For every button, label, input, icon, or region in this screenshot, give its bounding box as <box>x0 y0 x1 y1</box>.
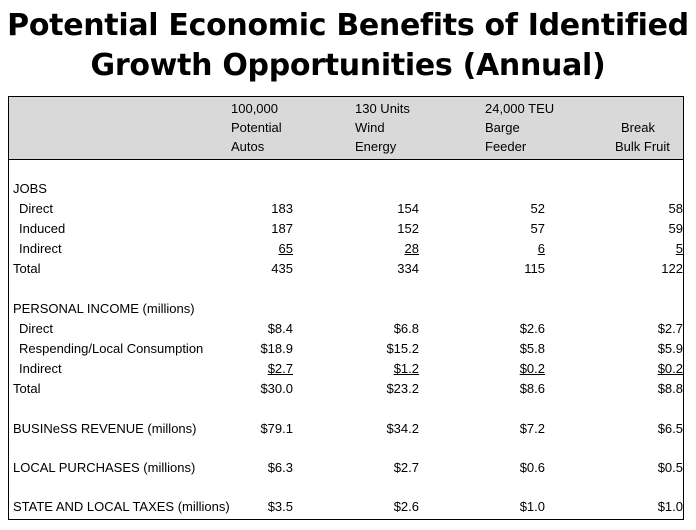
table-row: Direct 183 154 52 58 <box>9 199 683 219</box>
row-label: STATE AND LOCAL TAXES (millions) <box>13 499 230 514</box>
row-label: Total <box>13 261 41 276</box>
page-title: Potential Economic Benefits of Identifie… <box>0 6 696 86</box>
row-label: BUSINeSS REVENUE (millons) <box>13 421 197 436</box>
table-row: BUSINeSS REVENUE (millons) $79.1 $34.2 $… <box>9 419 683 439</box>
cell-value: $3.5 <box>267 499 293 514</box>
row-label: JOBS <box>13 181 47 196</box>
table-row: Induced 187 152 57 59 <box>9 219 683 239</box>
row-label: Total <box>13 381 41 396</box>
cell-value: $30.0 <box>260 381 293 396</box>
cell-value: 435 <box>271 261 293 276</box>
cell-value: $1.0 <box>657 499 683 514</box>
table-row: Direct $8.4 $6.8 $2.6 $2.7 <box>9 319 683 339</box>
row-label: Direct <box>19 321 53 336</box>
title-line-2: Growth Opportunities (Annual) <box>90 48 606 83</box>
cell-value: 152 <box>397 221 419 236</box>
cell-value: $18.9 <box>260 341 293 356</box>
cell-value: $1.2 <box>393 361 419 376</box>
col2-header-line2: Wind <box>355 120 385 135</box>
cell-value: $0.2 <box>657 361 683 376</box>
cell-value: 5 <box>675 241 683 256</box>
cell-value: $2.7 <box>393 460 419 475</box>
col2-header-line3: Energy <box>355 139 397 154</box>
col2-header-line1: 130 Units <box>355 101 410 116</box>
row-label: Induced <box>19 221 66 236</box>
cell-value: $2.6 <box>393 499 419 514</box>
col4-header-line3: Bulk Fruit <box>615 139 670 154</box>
row-label: Indirect <box>19 241 62 256</box>
cell-value: $8.6 <box>519 381 545 396</box>
cell-value: 52 <box>530 201 545 216</box>
cell-value: 334 <box>397 261 419 276</box>
cell-value: $2.7 <box>267 361 293 376</box>
cell-value: 122 <box>661 261 683 276</box>
col1-header-line3: Autos <box>231 139 265 154</box>
col4-header-line2: Break <box>621 120 655 135</box>
cell-value: 57 <box>530 221 545 236</box>
col1-header-line2: Potential <box>231 120 282 135</box>
table-row: Indirect 65 28 6 5 <box>9 239 683 259</box>
table-row: Total $30.0 $23.2 $8.6 $8.8 <box>9 379 683 399</box>
cell-value: $1.0 <box>519 499 545 514</box>
cell-value: $5.8 <box>519 341 545 356</box>
table-header: 100,000 Potential Autos 130 Units Wind E… <box>9 97 683 160</box>
table-row: STATE AND LOCAL TAXES (millions) $3.5 $2… <box>9 497 683 517</box>
cell-value: 115 <box>524 261 545 276</box>
cell-value: $6.5 <box>657 421 683 436</box>
cell-value: $0.5 <box>657 460 683 475</box>
cell-value: 59 <box>668 221 683 236</box>
cell-value: $2.7 <box>657 321 683 336</box>
cell-value: $8.4 <box>267 321 293 336</box>
cell-value: $0.2 <box>519 361 545 376</box>
table-row: Respending/Local Consumption $18.9 $15.2… <box>9 339 683 359</box>
cell-value: $0.6 <box>519 460 545 475</box>
cell-value: $34.2 <box>386 421 419 436</box>
cell-value: 28 <box>404 241 419 256</box>
row-label: Respending/Local Consumption <box>19 341 204 356</box>
cell-value: $7.2 <box>519 421 545 436</box>
table-row: LOCAL PURCHASES (millions) $6.3 $2.7 $0.… <box>9 458 683 478</box>
col3-header-line1: 24,000 TEU <box>485 101 555 116</box>
row-label: Direct <box>19 201 53 216</box>
cell-value: $79.1 <box>260 421 293 436</box>
cell-value: 183 <box>271 201 293 216</box>
cell-value: $8.8 <box>657 381 683 396</box>
benefits-table: 100,000 Potential Autos 130 Units Wind E… <box>8 96 684 520</box>
row-label: Indirect <box>19 361 62 376</box>
col1-header-line1: 100,000 <box>231 101 278 116</box>
cell-value: 187 <box>271 221 293 236</box>
table-row: JOBS <box>9 179 683 199</box>
cell-value: 58 <box>668 201 683 216</box>
row-label: LOCAL PURCHASES (millions) <box>13 460 196 475</box>
cell-value: $6.3 <box>267 460 293 475</box>
title-line-1: Potential Economic Benefits of Identifie… <box>7 8 689 43</box>
cell-value: 6 <box>537 241 545 256</box>
cell-value: 154 <box>397 201 419 216</box>
cell-value: $15.2 <box>386 341 419 356</box>
cell-value: $2.6 <box>519 321 545 336</box>
col3-header-line2: Barge <box>485 120 520 135</box>
table-row: Indirect $2.7 $1.2 $0.2 $0.2 <box>9 359 683 379</box>
cell-value: $23.2 <box>386 381 419 396</box>
row-label: PERSONAL INCOME (millions) <box>13 301 195 316</box>
cell-value: 65 <box>278 241 293 256</box>
table-row: PERSONAL INCOME (millions) <box>9 299 683 319</box>
cell-value: $5.9 <box>657 341 683 356</box>
cell-value: $6.8 <box>393 321 419 336</box>
table-row: Total 435 334 115 122 <box>9 259 683 279</box>
col3-header-line3: Feeder <box>485 139 527 154</box>
